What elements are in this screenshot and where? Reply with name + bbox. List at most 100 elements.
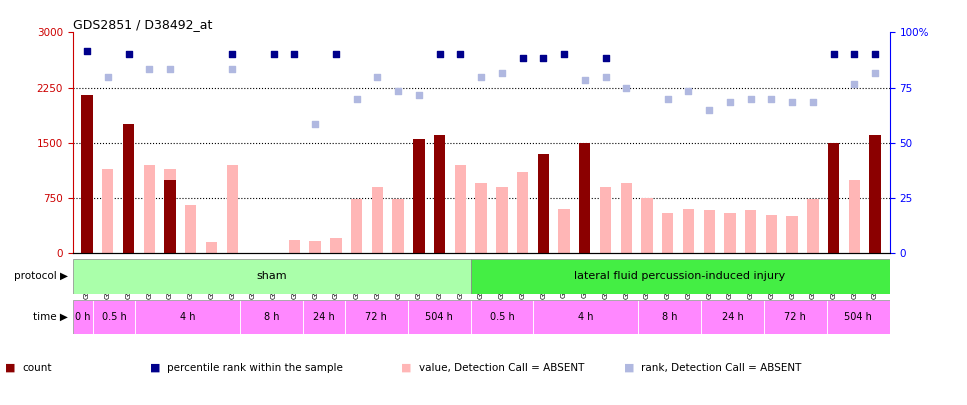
Point (328, 51, 343, 58)
Bar (164, 168, 176, 253)
Bar (579, 143, 591, 253)
Bar (471, 300, 534, 334)
Bar (454, 165, 466, 253)
Point (308, 121, 323, 128)
Bar (516, 172, 528, 253)
Bar (81, 95, 93, 253)
Bar (94, 300, 135, 334)
Point (349, 96, 365, 102)
Text: ■: ■ (5, 363, 15, 373)
Point (826, 51, 841, 58)
Bar (471, 259, 890, 294)
Bar (621, 183, 632, 253)
Bar (303, 300, 345, 334)
Point (121, 51, 136, 58)
Text: lateral fluid percussion-induced injury: lateral fluid percussion-induced injury (574, 271, 786, 281)
Text: protocol ▶: protocol ▶ (14, 271, 68, 281)
Point (369, 73, 385, 80)
Text: rank, Detection Call = ABSENT: rank, Detection Call = ABSENT (641, 363, 802, 373)
Text: 4 h: 4 h (180, 312, 195, 322)
Text: 24 h: 24 h (721, 312, 744, 322)
Text: 72 h: 72 h (784, 312, 806, 322)
Text: ■: ■ (150, 363, 161, 373)
Bar (434, 176, 446, 253)
Bar (81, 176, 93, 253)
Bar (724, 213, 736, 253)
Point (867, 70, 883, 76)
Bar (345, 300, 408, 334)
Point (79, 47, 95, 54)
Text: ■: ■ (624, 363, 634, 373)
Point (577, 77, 593, 83)
Bar (869, 135, 881, 253)
Point (784, 99, 800, 106)
Point (141, 66, 157, 72)
Point (391, 88, 406, 94)
Bar (309, 241, 321, 253)
Bar (135, 300, 240, 334)
Point (701, 107, 717, 113)
Point (619, 84, 634, 91)
Bar (600, 187, 611, 253)
Bar (828, 143, 839, 253)
Text: percentile rank within the sample: percentile rank within the sample (167, 363, 343, 373)
Text: 24 h: 24 h (313, 312, 335, 322)
Bar (393, 199, 404, 253)
Point (847, 51, 863, 58)
Bar (476, 183, 486, 253)
Text: sham: sham (256, 271, 287, 281)
Text: time ▶: time ▶ (33, 312, 68, 322)
Bar (164, 179, 176, 253)
Bar (766, 215, 777, 253)
Bar (764, 300, 827, 334)
Bar (786, 216, 798, 253)
Bar (206, 242, 218, 253)
Bar (827, 300, 890, 334)
Bar (538, 183, 549, 253)
Bar (534, 300, 638, 334)
Text: 4 h: 4 h (578, 312, 594, 322)
Text: 504 h: 504 h (844, 312, 872, 322)
Point (453, 51, 468, 58)
Bar (408, 300, 471, 334)
Bar (351, 199, 363, 253)
Point (660, 96, 676, 102)
Point (556, 51, 571, 58)
Point (224, 66, 240, 72)
Point (100, 73, 115, 80)
Bar (103, 168, 113, 253)
Bar (330, 239, 341, 253)
Point (286, 51, 302, 58)
Point (474, 73, 488, 80)
Bar (641, 198, 653, 253)
Point (867, 51, 883, 58)
Point (722, 99, 738, 106)
Point (847, 81, 863, 87)
Point (743, 96, 758, 102)
Text: count: count (22, 363, 52, 373)
Point (598, 55, 613, 62)
Bar (704, 211, 715, 253)
Bar (579, 187, 591, 253)
Text: 8 h: 8 h (264, 312, 279, 322)
Bar (701, 300, 764, 334)
Text: GDS2851 / D38492_at: GDS2851 / D38492_at (73, 18, 212, 31)
Point (536, 55, 551, 62)
Text: value, Detection Call = ABSENT: value, Detection Call = ABSENT (419, 363, 584, 373)
Bar (683, 209, 694, 253)
Text: 0.5 h: 0.5 h (103, 312, 127, 322)
Bar (807, 199, 819, 253)
Point (432, 51, 448, 58)
Point (224, 51, 240, 58)
Point (266, 51, 281, 58)
Text: 8 h: 8 h (661, 312, 678, 322)
Bar (143, 165, 155, 253)
Point (806, 99, 821, 106)
Bar (434, 135, 446, 253)
Text: 504 h: 504 h (425, 312, 454, 322)
Text: 0.5 h: 0.5 h (489, 312, 514, 322)
Text: 72 h: 72 h (366, 312, 387, 322)
Bar (289, 240, 300, 253)
Bar (185, 205, 196, 253)
Bar (413, 200, 425, 253)
